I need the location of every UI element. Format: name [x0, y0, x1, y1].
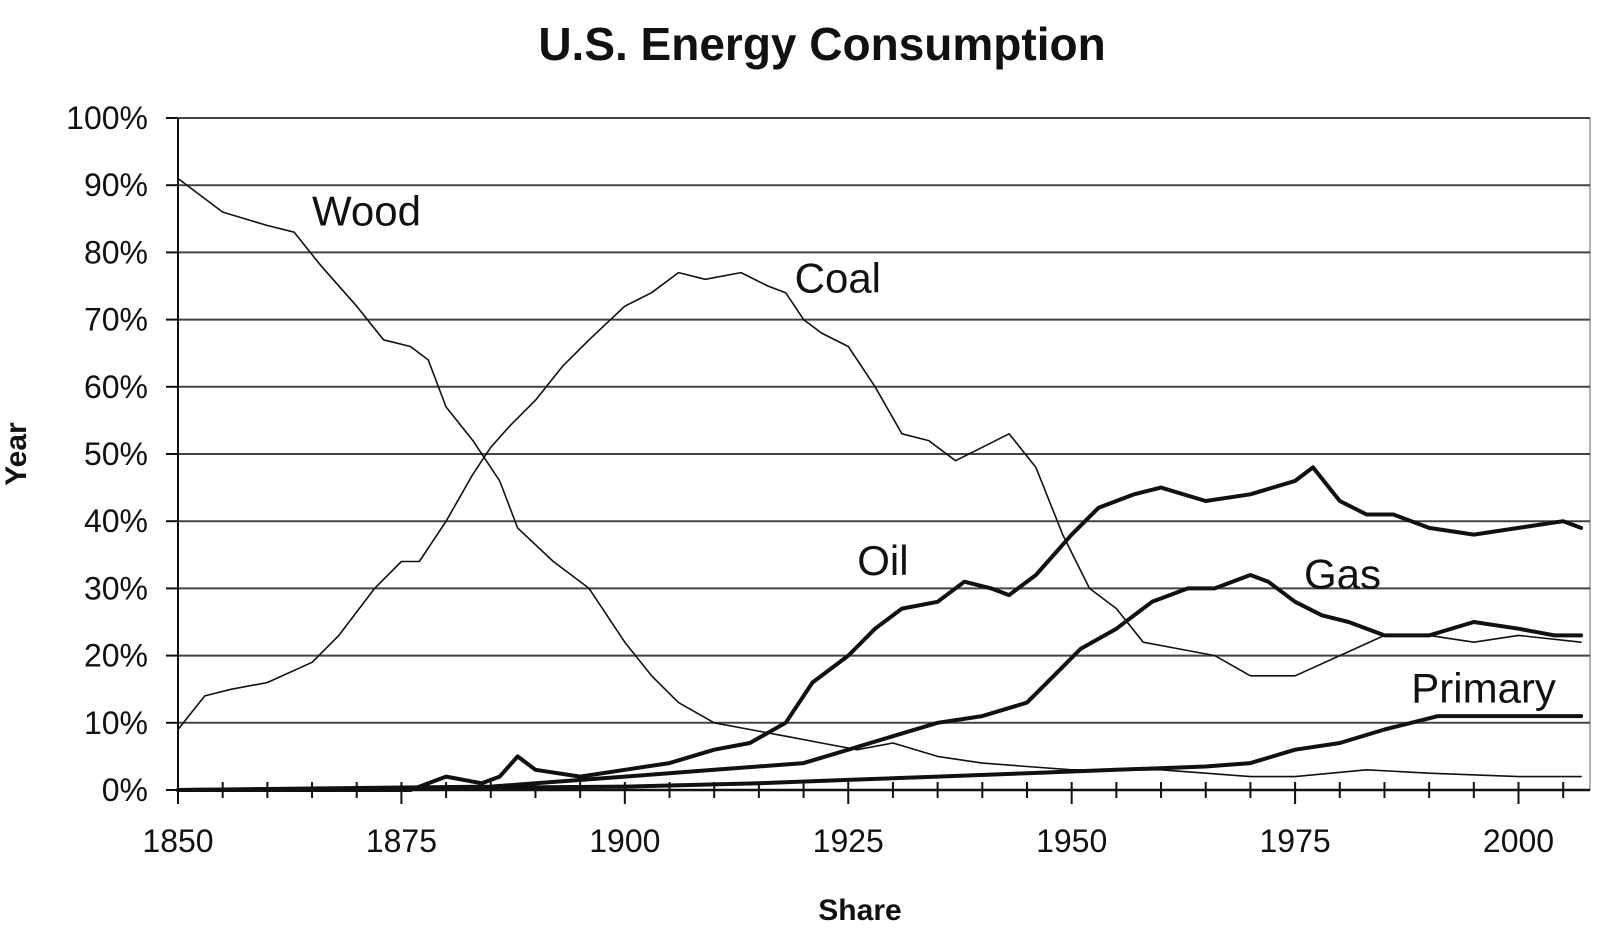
- series-line-coal: [177, 271, 1582, 731]
- x-tick-label: 1925: [813, 823, 884, 859]
- x-tick-label: 1975: [1259, 823, 1330, 859]
- series-line-primary: [176, 714, 1584, 792]
- y-tick-label: 40%: [84, 503, 148, 539]
- series-line-wood: [177, 177, 1582, 778]
- y-axis-label: Year: [0, 422, 33, 486]
- x-tick-label: 1900: [589, 823, 660, 859]
- x-axis-label: Share: [818, 894, 901, 927]
- y-tick-label: 10%: [84, 705, 148, 741]
- x-tick-label: 1875: [366, 823, 437, 859]
- series-label-oil: Oil: [857, 537, 908, 584]
- series-labels: Wood Coal Oil Gas Primary: [312, 188, 1556, 712]
- gridlines: [178, 117, 1590, 724]
- y-tick-label: 70%: [84, 302, 148, 338]
- series-lines: [176, 177, 1584, 792]
- x-tick-label: 2000: [1483, 823, 1554, 859]
- y-tick-label: 100%: [66, 100, 148, 136]
- series-label-coal: Coal: [795, 255, 881, 302]
- x-tick-label: 1850: [142, 823, 213, 859]
- series-line-gas: [176, 573, 1584, 792]
- y-tick-label: 20%: [84, 638, 148, 674]
- series-line-oil: [176, 465, 1584, 792]
- series-label-wood: Wood: [312, 188, 421, 235]
- series-label-primary: Primary: [1411, 665, 1556, 712]
- x-tick-label: 1950: [1036, 823, 1107, 859]
- y-tick-label: 80%: [84, 234, 148, 270]
- y-tick-label: 30%: [84, 570, 148, 606]
- chart-title: U.S. Energy Consumption: [538, 18, 1105, 70]
- y-tick-label: 60%: [84, 369, 148, 405]
- y-tick-label: 0%: [102, 772, 148, 808]
- y-tick-label: 50%: [84, 436, 148, 472]
- y-tick-label: 90%: [84, 167, 148, 203]
- series-label-gas: Gas: [1304, 550, 1381, 597]
